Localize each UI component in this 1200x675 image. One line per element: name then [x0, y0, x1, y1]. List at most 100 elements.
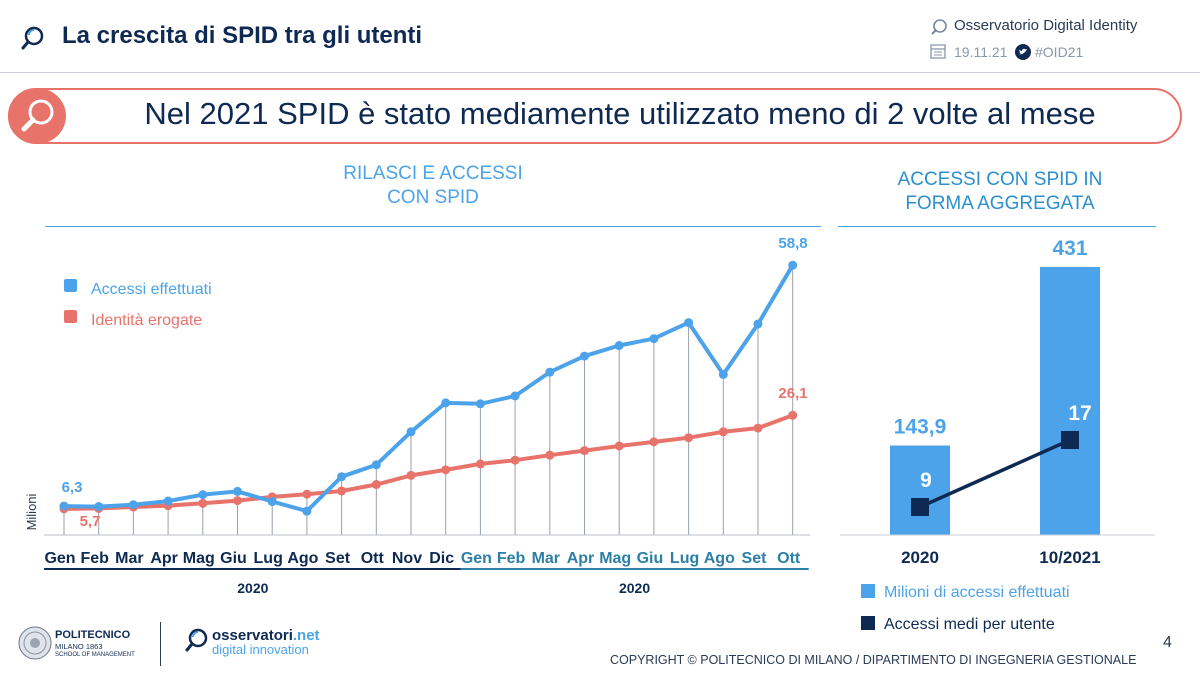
- data-point: [510, 455, 520, 465]
- avg-access-marker: [911, 498, 929, 516]
- data-point: [406, 427, 416, 437]
- data-point: [614, 341, 624, 351]
- bar-value-label: 143,9: [894, 416, 947, 439]
- data-point: [233, 496, 242, 506]
- search-icon: [21, 99, 54, 132]
- polimi-name: POLITECNICO: [55, 629, 131, 641]
- bar-category-label: 10/2021: [1039, 548, 1100, 567]
- legend-accessi-swatch: [64, 279, 77, 292]
- series-line: [63, 413, 794, 511]
- data-point: [475, 399, 485, 409]
- data-point: [718, 369, 728, 379]
- calendar-icon: [930, 44, 946, 59]
- legend-identita-swatch: [64, 310, 77, 323]
- x-tick-label: Set: [325, 550, 351, 567]
- x-tick-label: Set: [742, 550, 768, 567]
- twitter-icon: [1015, 44, 1031, 60]
- x-tick-label: Dic: [429, 550, 454, 567]
- bar-chart: 143,9 2020 431 10/2021 9 17 Milioni di access…: [840, 237, 1155, 633]
- data-point: [580, 446, 589, 456]
- legend-line-label: Accessi medi per utente: [884, 616, 1055, 633]
- bar: [1040, 267, 1100, 535]
- banner-text: Nel 2021 SPID è stato mediamente utilizz…: [144, 96, 1096, 131]
- data-point: [128, 500, 138, 510]
- bar: [890, 445, 950, 535]
- bar-chart-title-line2: FORMA AGGREGATA: [905, 193, 1095, 214]
- bar-chart-title: ACCESSI CON SPID IN FORMA AGGREGATA: [845, 168, 1155, 216]
- x-tick-label: Nov: [392, 550, 422, 567]
- observatory-name: Osservatorio Digital Identity: [954, 17, 1138, 34]
- bar-category-label: 2020: [901, 548, 939, 567]
- data-point: [94, 502, 104, 512]
- data-point: [371, 460, 381, 470]
- x-tick-label: Lug: [670, 550, 699, 567]
- polimi-school: SCHOOL OF MANAGEMENT: [55, 652, 135, 658]
- data-point: [59, 501, 69, 511]
- data-point: [233, 486, 242, 496]
- data-point: [371, 480, 381, 490]
- bar-value-label: 431: [1052, 237, 1087, 260]
- banner-search-circle: [8, 88, 66, 144]
- legend-line-swatch: [861, 616, 875, 630]
- data-label-identita-start: 5,7: [80, 513, 101, 530]
- data-point: [441, 398, 451, 408]
- y-axis-label: Milioni: [24, 493, 39, 530]
- data-point: [267, 497, 277, 507]
- data-point: [580, 351, 589, 361]
- event-hashtag: #OID21: [1035, 44, 1084, 60]
- legend-accessi-label: Accessi effettuati: [91, 281, 212, 298]
- x-tick-label: Ott: [777, 550, 801, 567]
- data-point: [163, 496, 173, 506]
- data-label-accessi-end: 58,8: [778, 235, 807, 252]
- avg-access-line: [919, 438, 1071, 509]
- data-point: [788, 410, 798, 420]
- avg-access-marker: [1061, 431, 1079, 449]
- legend-bar-swatch: [861, 584, 875, 598]
- data-point: [614, 441, 624, 451]
- bar-chart-title-line1: ACCESSI CON SPID IN: [897, 169, 1103, 190]
- data-point: [302, 489, 312, 499]
- x-tick-label: Mar: [532, 550, 560, 567]
- bar-chart-title-rule: [838, 226, 1156, 227]
- line-chart-title-rule: [45, 226, 821, 227]
- data-point: [649, 437, 659, 447]
- line-chart-title: RILASCI E ACCESSI CON SPID: [288, 162, 578, 210]
- legend-identita-label: Identità erogate: [91, 312, 202, 329]
- x-tick-label: Apr: [567, 550, 595, 567]
- data-point: [198, 498, 208, 508]
- x-tick-label: Apr: [150, 550, 178, 567]
- x-tick-label: Gen: [461, 550, 492, 567]
- x-tick-label: Giu: [220, 550, 247, 567]
- header-divider: [0, 72, 1200, 73]
- data-point: [753, 319, 763, 329]
- magnifier-icon: [931, 19, 947, 35]
- series-line: [63, 264, 795, 514]
- osservatori-name: osservatori.net: [212, 627, 320, 644]
- osservatori-name-suffix: .net: [292, 627, 320, 644]
- data-point: [788, 260, 798, 270]
- year-group-label: 2020: [237, 580, 268, 596]
- data-point: [545, 450, 555, 460]
- data-point: [684, 318, 694, 328]
- x-tick-label: Mag: [183, 550, 215, 567]
- data-point: [684, 433, 694, 443]
- osservatori-tagline: digital innovation: [212, 642, 309, 657]
- data-label-identita-end: 26,1: [778, 385, 807, 402]
- polimi-seal-icon: [18, 626, 52, 660]
- avg-access-label: 17: [1068, 402, 1091, 425]
- logo-separator: [160, 622, 161, 666]
- copyright-text: COPYRIGHT © POLITECNICO DI MILANO / DIPA…: [610, 653, 1137, 667]
- x-tick-label: Ago: [287, 550, 318, 567]
- data-label-accessi-start: 6,3: [62, 479, 83, 496]
- data-point: [545, 367, 555, 377]
- x-tick-label: Feb: [497, 550, 526, 567]
- data-point: [337, 472, 347, 482]
- year-group-label: 2020: [619, 580, 650, 596]
- data-point: [649, 334, 659, 344]
- data-point: [475, 459, 485, 469]
- legend-bar-label: Milioni di accessi effettuati: [884, 584, 1070, 601]
- x-tick-label: Mar: [115, 550, 143, 567]
- data-point: [441, 465, 451, 475]
- data-point: [406, 470, 416, 480]
- x-tick-label: Gen: [44, 550, 75, 567]
